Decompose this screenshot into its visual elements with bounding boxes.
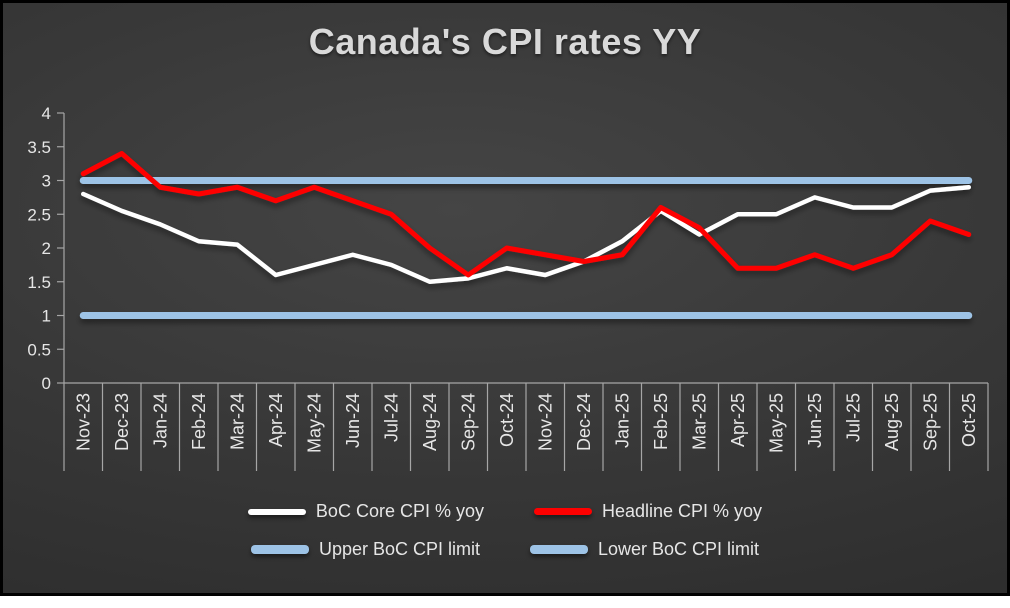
- y-tick-label: 1.5: [27, 273, 51, 292]
- y-tick-label: 0: [42, 374, 51, 393]
- x-tick-label: May-25: [766, 393, 786, 453]
- x-tick-label: Jun-25: [805, 393, 825, 448]
- legend-item-upper-limit: Upper BoC CPI limit: [250, 539, 480, 560]
- x-tick-label: Aug-25: [882, 393, 902, 451]
- y-tick-label: 4: [42, 104, 51, 123]
- legend-label-headline-cpi: Headline CPI % yoy: [601, 501, 763, 521]
- axes: [57, 112, 989, 471]
- legend-item-core-cpi: BoC Core CPI % yoy: [247, 501, 484, 522]
- x-tick-label: Oct-25: [959, 393, 979, 447]
- legend-label-lower-limit: Lower BoC CPI limit: [598, 539, 760, 559]
- legend-item-lower-limit: Lower BoC CPI limit: [530, 539, 759, 560]
- x-tick-label: Sep-25: [920, 393, 940, 451]
- series-line-core-cpi: [81, 185, 971, 284]
- x-tick-label: Apr-25: [728, 393, 748, 447]
- y-tick-label: 2: [42, 239, 51, 258]
- x-tick-label: Feb-25: [651, 393, 671, 450]
- x-axis-labels: Nov-23 Dec-23 Jan-24 Feb-24 Mar-24 Apr-24 May-…: [73, 393, 979, 453]
- x-tick-label: Mar-25: [689, 393, 709, 450]
- x-tick-label: Jun-24: [343, 393, 363, 448]
- y-tick-label: 1: [42, 307, 51, 326]
- x-tick-label: Oct-24: [497, 393, 517, 447]
- legend: BoC Core CPI % yoy Headline CPI % yoy Up…: [3, 501, 1007, 560]
- legend-item-headline-cpi: Headline CPI % yoy: [533, 501, 763, 522]
- x-tick-label: Mar-24: [227, 393, 247, 450]
- x-tick-label: Jan-24: [150, 393, 170, 448]
- x-tick-label: May-24: [304, 393, 324, 453]
- x-tick-label: Jul-25: [843, 393, 863, 442]
- y-axis-labels: 0 0.5 1 1.5 2 2.5 3 3.5 4: [27, 104, 51, 393]
- series-lines: [79, 151, 973, 319]
- legend-label-upper-limit: Upper BoC CPI limit: [318, 539, 480, 559]
- x-tick-label: Nov-23: [73, 393, 93, 451]
- legend-swatch-upper-limit: [250, 545, 309, 554]
- y-tick-label: 3.5: [27, 138, 51, 157]
- series-line-headline-cpi: [80, 151, 972, 278]
- legend-label-core-cpi: BoC Core CPI % yoy: [315, 501, 484, 521]
- legend-swatch-core-cpi: [247, 508, 306, 515]
- x-tick-label: Dec-23: [112, 393, 132, 451]
- cpi-line-chart: 0 0.5 1 1.5 2 2.5 3 3.5 4 Nov-23 Dec-23 Jan-24 Feb-…: [27, 104, 989, 471]
- legend-row-2: Upper BoC CPI limit Lower BoC CPI limit: [250, 539, 759, 560]
- x-tick-label: Dec-24: [574, 393, 594, 451]
- legend-swatch-headline-cpi: [533, 508, 592, 515]
- x-tick-label: Feb-24: [189, 393, 209, 450]
- x-tick-label: Sep-24: [458, 393, 478, 451]
- x-tick-label: Apr-24: [266, 393, 286, 447]
- chart-title: Canada's CPI rates YY: [308, 21, 702, 62]
- x-tick-label: Nov-24: [535, 393, 555, 451]
- y-tick-label: 0.5: [27, 340, 51, 359]
- legend-row-1: BoC Core CPI % yoy Headline CPI % yoy: [247, 501, 763, 522]
- x-tick-label: Jul-24: [381, 393, 401, 442]
- x-tick-label: Jan-25: [612, 393, 632, 448]
- x-tick-label: Aug-24: [420, 393, 440, 451]
- legend-swatch-lower-limit: [530, 545, 588, 554]
- y-tick-label: 3: [42, 172, 51, 191]
- y-tick-label: 2.5: [27, 205, 51, 224]
